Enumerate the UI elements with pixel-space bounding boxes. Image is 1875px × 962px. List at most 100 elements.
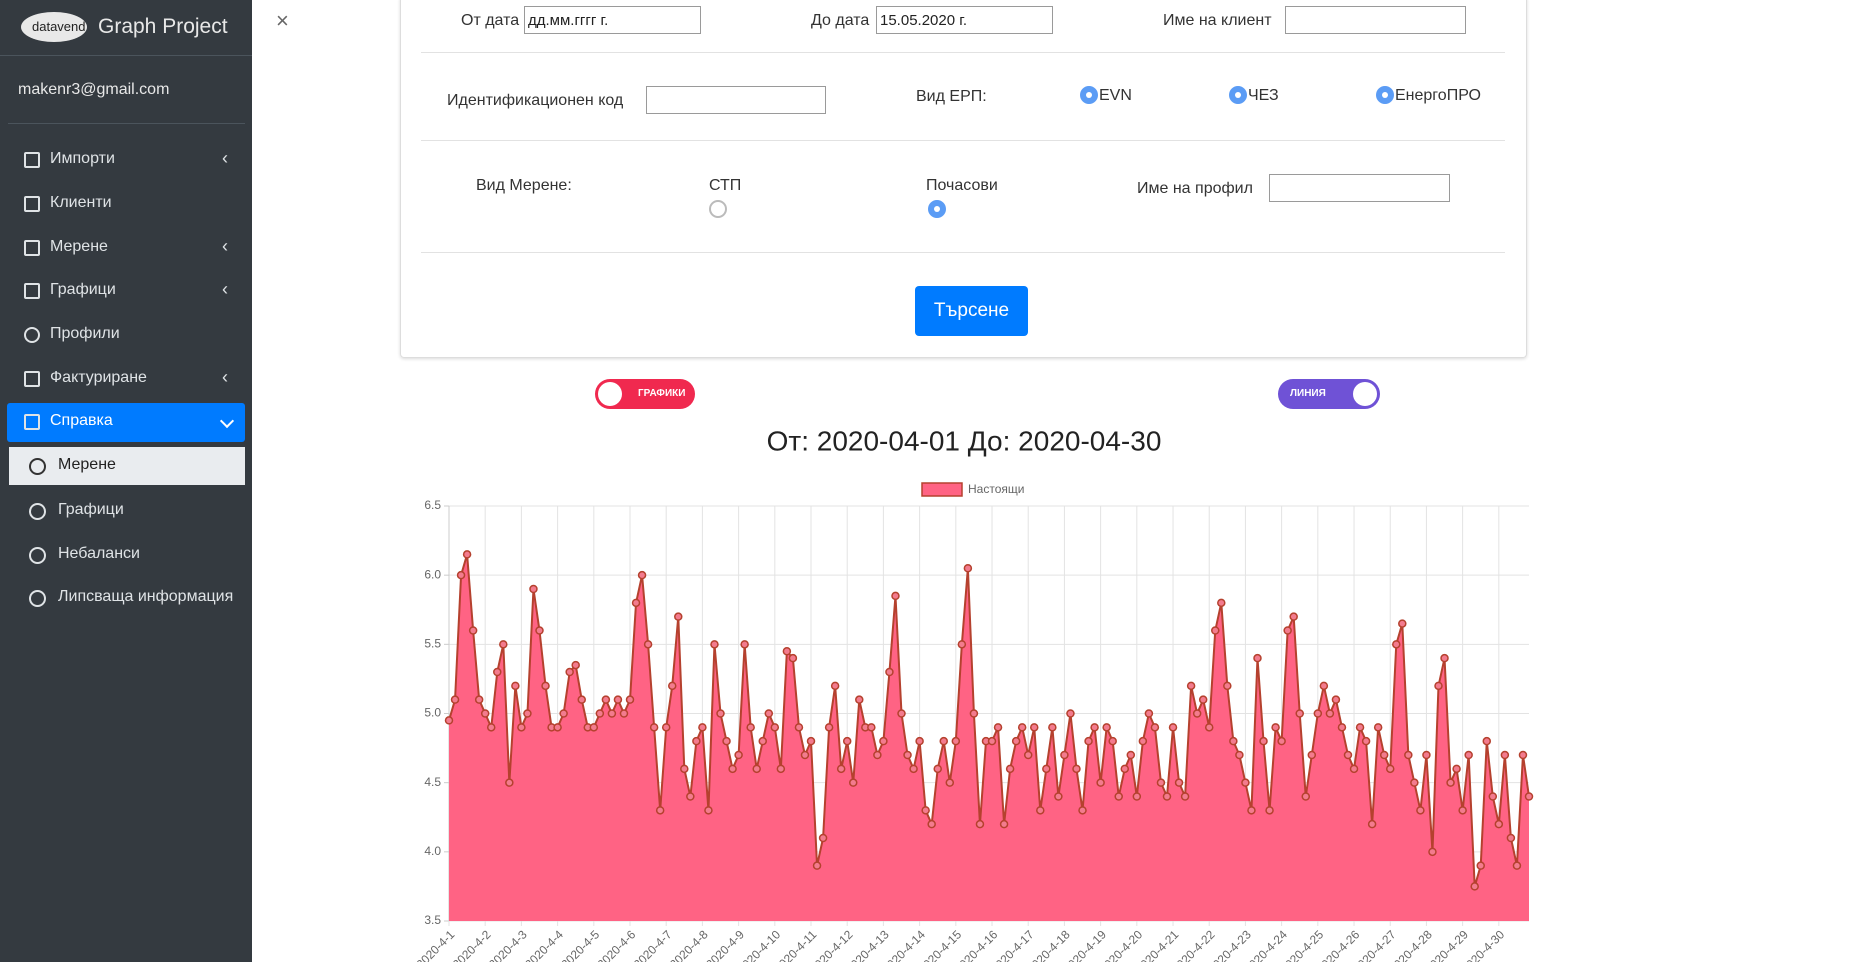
point	[667, 681, 677, 691]
point	[903, 750, 912, 760]
point	[1283, 626, 1292, 635]
submenu-icon	[29, 503, 46, 520]
point	[1247, 806, 1256, 815]
x-tick-label: 2020-4-7	[631, 927, 675, 962]
menu-icon	[24, 240, 40, 256]
point	[1198, 695, 1208, 704]
label: От дата	[461, 12, 520, 29]
legend-label: Настоящи	[968, 482, 1024, 496]
point	[655, 806, 665, 815]
point	[1458, 806, 1467, 815]
point	[1440, 653, 1449, 663]
point	[1385, 764, 1395, 774]
submenu-item[interactable]: Графици	[58, 501, 124, 518]
point	[836, 764, 846, 774]
point	[1017, 723, 1027, 732]
point	[879, 736, 888, 746]
menu-item[interactable]: Графици	[50, 281, 116, 298]
radio[interactable]	[1229, 86, 1247, 104]
point	[1464, 750, 1473, 760]
point	[444, 716, 454, 725]
text-input[interactable]	[1269, 174, 1450, 202]
menu-item[interactable]: Профили	[50, 325, 120, 342]
point	[1096, 778, 1105, 787]
active-item	[7, 403, 245, 442]
point	[643, 640, 653, 649]
point	[800, 750, 810, 760]
point	[1005, 764, 1015, 774]
menu-item[interactable]: Мерене	[50, 238, 108, 255]
point	[1211, 626, 1220, 635]
menu-item[interactable]: Импорти	[50, 150, 115, 167]
point	[1452, 764, 1461, 774]
search-button[interactable]: Търсене	[915, 286, 1028, 336]
point	[1446, 778, 1455, 787]
logo-text: datavend	[32, 19, 86, 34]
radio[interactable]	[1080, 86, 1098, 104]
chevron: ‹	[222, 279, 228, 299]
point	[1482, 736, 1492, 746]
point	[661, 723, 671, 732]
point	[1011, 736, 1021, 746]
menu-item[interactable]: Клиенти	[50, 194, 112, 211]
point	[993, 723, 1003, 732]
point	[631, 598, 641, 608]
date-input[interactable]: дд.мм.гггг г.	[524, 6, 701, 34]
point	[794, 723, 804, 732]
text-input[interactable]	[646, 86, 826, 114]
point	[1488, 792, 1498, 801]
submenu-item[interactable]: Мерене	[58, 456, 116, 473]
point	[517, 723, 526, 732]
point	[716, 709, 725, 718]
user-email: makenr3@gmail.com	[18, 81, 170, 98]
point	[855, 695, 864, 704]
point	[1343, 750, 1353, 760]
menu-item[interactable]: Справка	[50, 412, 113, 429]
date-input[interactable]: 15.05.2020 г.	[876, 6, 1053, 34]
submenu-item[interactable]: Липсваща информация	[58, 588, 234, 605]
point	[1120, 764, 1130, 774]
point	[1204, 723, 1214, 732]
radio[interactable]	[928, 200, 946, 218]
radio[interactable]	[1376, 86, 1394, 104]
point	[1361, 736, 1371, 746]
active-subitem	[9, 447, 245, 485]
submenu-item[interactable]: Небаланси	[58, 545, 140, 562]
point	[764, 709, 774, 718]
toggle-label: ЛИНИЯ	[1290, 388, 1326, 399]
point	[1379, 750, 1389, 760]
point	[824, 723, 834, 732]
point	[1410, 778, 1419, 787]
point	[1030, 723, 1039, 732]
point	[848, 778, 858, 787]
menu-icon	[24, 283, 40, 299]
menu-item[interactable]: Фактуриране	[50, 369, 147, 386]
radio[interactable]	[709, 200, 727, 218]
toggle-knob	[598, 382, 622, 406]
text-input[interactable]	[1285, 6, 1466, 34]
point	[474, 695, 484, 704]
point	[571, 660, 580, 670]
point	[1404, 750, 1413, 760]
divider	[8, 123, 245, 124]
x-tick-label: 2020-4-6	[594, 927, 638, 962]
point	[1259, 736, 1268, 746]
y-tick-label: 5.5	[424, 637, 441, 651]
point	[1494, 819, 1504, 829]
point	[909, 764, 918, 774]
close-button[interactable]: ×	[276, 8, 289, 33]
point	[957, 640, 967, 649]
label: Идентификационен код	[447, 92, 624, 109]
y-tick-label: 6.0	[424, 567, 441, 581]
point	[1307, 750, 1317, 760]
point	[1156, 778, 1166, 787]
point	[541, 681, 550, 691]
point	[1434, 681, 1443, 691]
y-tick-label: 3.5	[424, 913, 441, 927]
point	[951, 736, 961, 746]
menu-icon	[24, 371, 40, 387]
point	[565, 667, 574, 677]
point	[553, 723, 562, 732]
point	[722, 736, 731, 746]
point	[987, 736, 997, 746]
